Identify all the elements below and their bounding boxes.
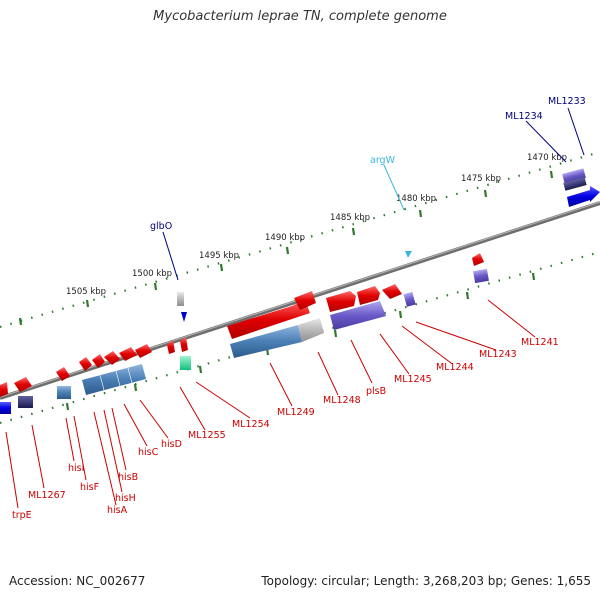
leader-ML1248 xyxy=(317,351,339,396)
kbp-tick-label: 1480 kbp xyxy=(396,194,436,204)
argW-marker[interactable] xyxy=(405,251,412,258)
label-plsB[interactable]: plsB xyxy=(366,386,386,397)
feature-left-cluster[interactable] xyxy=(0,367,71,414)
feature-his-cluster[interactable] xyxy=(79,344,152,395)
kbp-tick-label: 1475 kbp xyxy=(461,174,501,184)
label-hisB[interactable]: hisB xyxy=(118,472,138,483)
kbp-tick-label: 1495 kbp xyxy=(199,251,239,261)
leader-ML1267 xyxy=(31,424,45,489)
leader-ML1245 xyxy=(379,333,410,375)
feature-ML1254-1255[interactable] xyxy=(167,337,191,370)
label-hisD[interactable]: hisD xyxy=(161,439,182,450)
label-ML1244[interactable]: ML1244 xyxy=(436,362,474,373)
inner-tick-track xyxy=(0,250,600,425)
leader-plsB xyxy=(350,339,373,384)
leader-ML1233 xyxy=(567,107,585,156)
leader-ML1255 xyxy=(179,386,206,431)
label-trpE[interactable]: trpE xyxy=(12,510,32,521)
label-ML1234[interactable]: ML1234 xyxy=(505,111,543,122)
leader-ML1243 xyxy=(415,321,497,351)
kbp-tick-label: 1505 kbp xyxy=(66,287,106,297)
accession-label: Accession: NC_002677 xyxy=(9,574,146,588)
kbp-tick-label: 1485 kbp xyxy=(330,213,370,223)
feature-ML1241[interactable] xyxy=(472,253,489,284)
leader-hisI xyxy=(65,417,75,462)
label-ML1245[interactable]: ML1245 xyxy=(394,374,432,385)
leader-argW xyxy=(383,164,405,211)
leader-glbO xyxy=(162,231,179,281)
leader-ML1254 xyxy=(195,381,251,419)
kbp-major-ticks xyxy=(18,170,554,411)
label-ML1267[interactable]: ML1267 xyxy=(28,490,66,501)
map-title: Mycobacterium leprae TN, complete genome xyxy=(153,9,447,24)
label-ML1243[interactable]: ML1243 xyxy=(479,349,517,360)
label-ML1233[interactable]: ML1233 xyxy=(548,96,586,107)
feature-plsB-ML1248[interactable] xyxy=(326,286,386,330)
genome-stats-label: Topology: circular; Length: 3,268,203 bp… xyxy=(261,574,591,588)
leader-hisD xyxy=(139,399,169,439)
leader-hisA xyxy=(93,411,117,506)
label-hisC[interactable]: hisC xyxy=(138,447,159,458)
leader-ML1244 xyxy=(401,325,452,364)
feature-glbO[interactable] xyxy=(177,292,187,322)
leader-hisB xyxy=(111,407,127,471)
label-ML1249[interactable]: ML1249 xyxy=(277,407,315,418)
feature-ML1243-1245[interactable] xyxy=(382,284,416,307)
leader-ML1249 xyxy=(269,362,293,407)
leader-hisC xyxy=(123,403,148,447)
feature-ML1249[interactable] xyxy=(227,291,324,358)
leader-trpE xyxy=(5,431,19,509)
label-hisF[interactable]: hisF xyxy=(80,482,99,493)
label-ML1241[interactable]: ML1241 xyxy=(521,337,559,348)
leader-ML1241 xyxy=(487,299,536,338)
leader-hisF xyxy=(73,415,87,481)
label-ML1248[interactable]: ML1248 xyxy=(323,395,361,406)
kbp-tick-label: 1500 kbp xyxy=(132,269,172,279)
leader-ML1234 xyxy=(525,120,567,163)
kbp-tick-label: 1490 kbp xyxy=(265,233,305,243)
label-argW[interactable]: argW xyxy=(370,155,396,166)
label-hisH[interactable]: hisH xyxy=(115,493,136,504)
label-hisI[interactable]: hisI xyxy=(68,463,84,474)
label-ML1254[interactable]: ML1254 xyxy=(232,419,270,430)
kbp-tick-label: 1470 kbp xyxy=(527,153,567,163)
label-glbO[interactable]: glbO xyxy=(150,221,172,232)
label-ML1255[interactable]: ML1255 xyxy=(188,430,226,441)
feature-ML1233[interactable] xyxy=(562,168,600,207)
leader-hisH xyxy=(103,409,123,493)
label-hisA[interactable]: hisA xyxy=(107,505,128,516)
